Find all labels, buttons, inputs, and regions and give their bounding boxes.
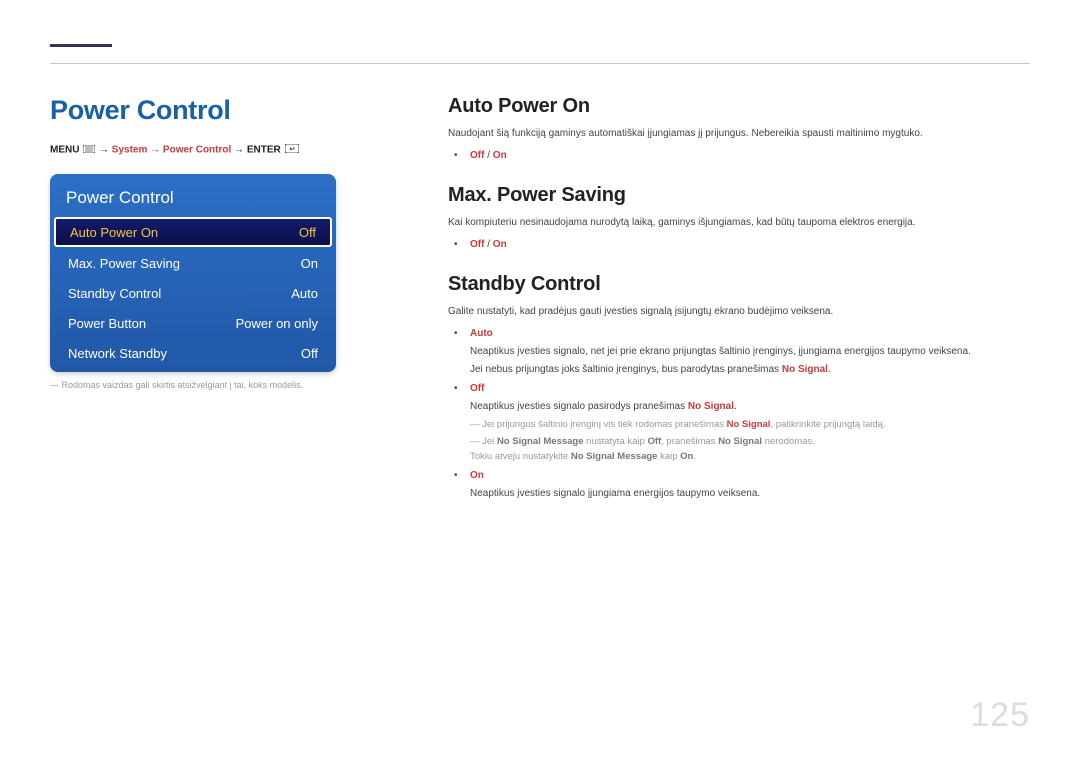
breadcrumb-enter-label: ENTER [247,145,281,156]
text: Jei prijungus šaltinio įrenginį vis tiek… [482,419,726,430]
section-description: Galite nustatyti, kad pradėjus gauti įve… [448,304,1030,319]
option-label: Off [470,150,484,161]
option-label: Off [470,239,484,250]
osd-item-label: Power Button [68,316,146,331]
option-auto: Auto Neaptikus įvesties signalo, net jei… [468,325,1030,378]
breadcrumb-arrow: → [234,145,244,156]
horizontal-rule [50,63,1030,64]
text: , pranešimas [661,436,718,447]
osd-item-value: Off [299,225,316,240]
osd-item-label: Max. Power Saving [68,256,180,271]
text: Neaptikus įvesties signalo pasirodys pra… [470,401,688,412]
osd-item-label: Network Standby [68,346,167,361]
option-label: Off [470,383,484,394]
option-description: Neaptikus įvesties signalo pasirodys pra… [470,399,1030,415]
highlight: On [680,451,693,462]
text: nerodomas. [762,436,815,447]
section-auto-power-on: Auto Power On Naudojant šią funkciją gam… [448,95,1030,164]
osd-menu-item-auto-power-on[interactable]: Auto Power On Off [54,217,332,247]
accent-bar [50,44,112,47]
option-description: Neaptikus įvesties signalo įjungiama ene… [470,486,1030,502]
section-title: Auto Power On [448,95,1030,118]
section-title: Max. Power Saving [448,184,1030,207]
section-description: Naudojant šią funkciją gaminys automatiš… [448,126,1030,141]
highlight: No Signal Message [497,436,584,447]
page-number: 125 [970,696,1030,735]
section-title: Standby Control [448,273,1030,296]
option-separator: / [484,239,492,250]
option-label: On [470,470,484,481]
text: . [693,451,696,462]
text: . [734,401,737,412]
highlight: Off [647,436,661,447]
osd-item-value: Power on only [236,316,318,331]
breadcrumb-menu-label: MENU [50,145,79,156]
page-title: Power Control [50,95,400,126]
option-label: On [493,239,507,250]
option-list: Off / On [448,236,1030,253]
breadcrumb-arrow: → [99,145,109,156]
option-label: On [493,150,507,161]
text: nustatyta kaip [584,436,648,447]
breadcrumb: MENU → System → Power Control → ENTER [50,144,400,156]
osd-menu-item-power-button[interactable]: Power Button Power on only [54,308,332,338]
enter-icon [285,144,299,156]
breadcrumb-path: System → Power Control [112,145,231,156]
osd-menu-item-standby-control[interactable]: Standby Control Auto [54,278,332,308]
page-body: Power Control MENU → System → Power Cont… [50,95,1030,522]
section-description: Kai kompiuteriu nesinaudojama nurodytą l… [448,215,1030,230]
highlight: No Signal [688,401,734,412]
highlight: No Signal [782,364,828,375]
text: . [828,364,831,375]
option-description: Jei nebus prijungtas joks šaltinio įreng… [470,362,1030,378]
highlight: No Signal Message [571,451,658,462]
osd-menu-item-network-standby[interactable]: Network Standby Off [54,338,332,368]
osd-menu-widget: Power Control Auto Power On Off Max. Pow… [50,174,336,372]
text: , patikrinkite prijungtą laidą. [770,419,885,430]
osd-item-value: On [301,256,318,271]
highlight: No Signal [718,436,762,447]
right-column: Auto Power On Naudojant šią funkciją gam… [448,95,1030,522]
text: Jei [482,436,497,447]
text: Jei nebus prijungtas joks šaltinio įreng… [470,364,782,375]
osd-item-label: Standby Control [68,286,161,301]
section-max-power-saving: Max. Power Saving Kai kompiuteriu nesina… [448,184,1030,253]
option-off-on: Off / On [468,236,1030,253]
option-list: Auto Neaptikus įvesties signalo, net jei… [448,325,1030,502]
section-standby-control: Standby Control Galite nustatyti, kad pr… [448,273,1030,502]
option-list: Off / On [448,147,1030,164]
osd-menu-item-max-power-saving[interactable]: Max. Power Saving On [54,248,332,278]
text: Tokiu atveju nustatykite [470,451,571,462]
left-column: Power Control MENU → System → Power Cont… [50,95,400,522]
widget-footnote: Rodomas vaizdas gali skirtis atsižvelgia… [50,380,400,390]
highlight: No Signal [727,419,771,430]
osd-item-label: Auto Power On [70,225,158,240]
footnote: Jei No Signal Message nustatyta kaip Off… [470,434,1030,464]
osd-menu-header: Power Control [54,178,332,216]
option-description: Neaptikus įvesties signalo, net jei prie… [470,344,1030,360]
option-label: Auto [470,328,493,339]
osd-item-value: Auto [291,286,318,301]
option-off: Off Neaptikus įvesties signalo pasirodys… [468,380,1030,465]
option-separator: / [484,150,492,161]
option-on: On Neaptikus įvesties signalo įjungiama … [468,467,1030,502]
footnote: Jei prijungus šaltinio įrenginį vis tiek… [470,417,1030,432]
option-off-on: Off / On [468,147,1030,164]
osd-item-value: Off [301,346,318,361]
menu-icon [83,145,95,156]
text: kaip [657,451,680,462]
